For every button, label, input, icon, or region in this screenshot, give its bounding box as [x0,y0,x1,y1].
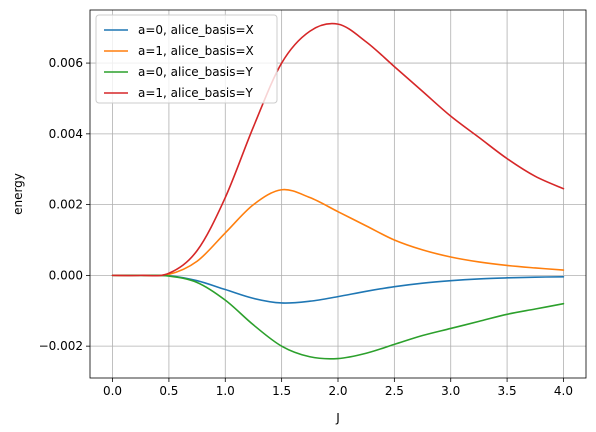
x-tick-label: 0.0 [103,384,122,398]
series-line-2 [111,274,565,360]
y-tick-label: 0.004 [49,127,83,141]
legend-label-0: a=0, alice_basis=X [138,23,254,37]
x-axis-label: J [335,411,340,425]
y-tick-label: −0.002 [39,339,83,353]
series-line-1 [111,188,565,277]
x-tick-label: 1.0 [216,384,235,398]
x-tick-label: 3.5 [498,384,517,398]
legend-box [95,14,278,104]
x-tick-label: 3.0 [441,384,460,398]
series-line-0 [111,274,565,304]
y-tick-label: 0.002 [49,198,83,212]
y-axis-label: energy [11,173,25,215]
x-tick-label: 4.0 [554,384,573,398]
series-line-3 [111,22,565,277]
legend-label-3: a=1, alice_basis=Y [138,86,254,100]
legend-label-1: a=1, alice_basis=X [138,44,254,58]
x-tick-label: 1.5 [272,384,291,398]
y-tick-label: 0.000 [49,268,83,282]
legend: a=0, alice_basis=X a=1, alice_basis=X a=0,… [95,14,278,104]
x-tick-label: 2.0 [328,384,347,398]
legend-label-2: a=0, alice_basis=Y [138,65,254,79]
x-tick-label: 0.5 [159,384,178,398]
axis-ticks: 0.0 0.5 1.0 1.5 2.0 2.5 3.0 3.5 4.0 −0.002 0.000 0.… [39,56,573,398]
y-tick-label: 0.006 [49,56,83,70]
x-tick-label: 2.5 [385,384,404,398]
series-lines [111,22,565,360]
